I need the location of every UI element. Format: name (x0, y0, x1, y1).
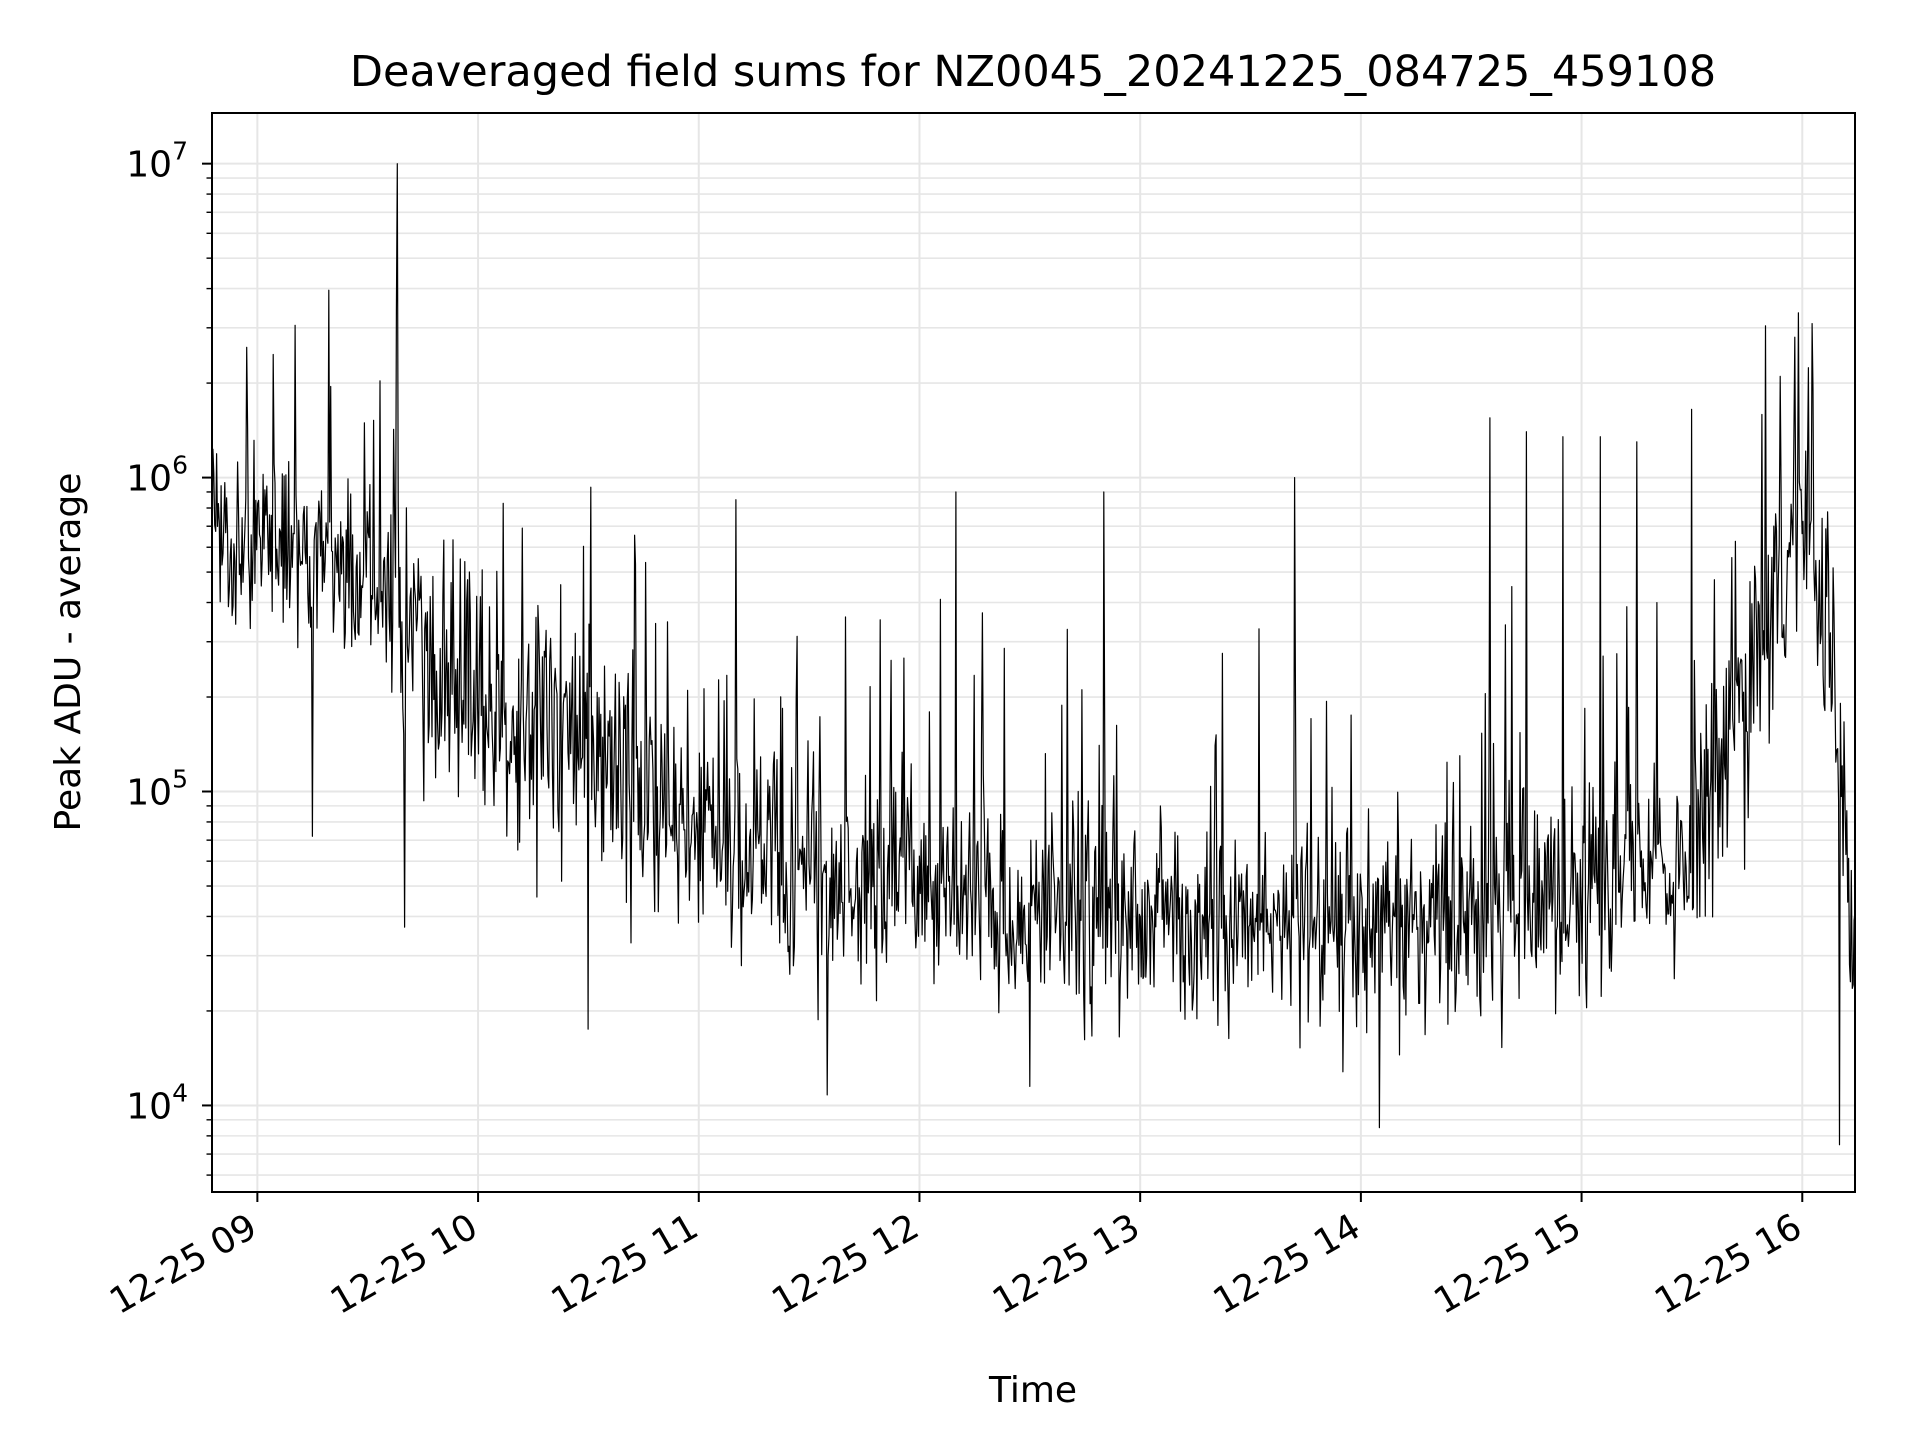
data-series (211, 163, 1856, 1146)
chart-title: Deaveraged field sums for NZ0045_2024122… (350, 47, 1716, 97)
y-tick-base: 10 (126, 145, 172, 186)
y-tick-exponent: 4 (172, 1078, 188, 1107)
y-tick-label: 104 (126, 1078, 188, 1127)
y-axis-label: Peak ADU - average (48, 473, 89, 832)
y-tick-exponent: 6 (172, 451, 188, 480)
grid-lines (212, 113, 1855, 1192)
y-tick-base: 10 (126, 1086, 172, 1127)
series-line (211, 163, 1856, 1146)
x-axis-label: Time (988, 1370, 1077, 1411)
y-tick-base: 10 (126, 459, 172, 500)
y-tick-label: 107 (126, 137, 188, 186)
y-tick-exponent: 5 (172, 765, 188, 794)
y-tick-base: 10 (126, 773, 172, 814)
plot-area-frame (211, 112, 1856, 1193)
y-tick-label: 106 (126, 451, 188, 500)
y-tick-label: 105 (126, 765, 188, 814)
plot-area-background (212, 113, 1855, 1192)
y-tick-exponent: 7 (172, 137, 188, 166)
